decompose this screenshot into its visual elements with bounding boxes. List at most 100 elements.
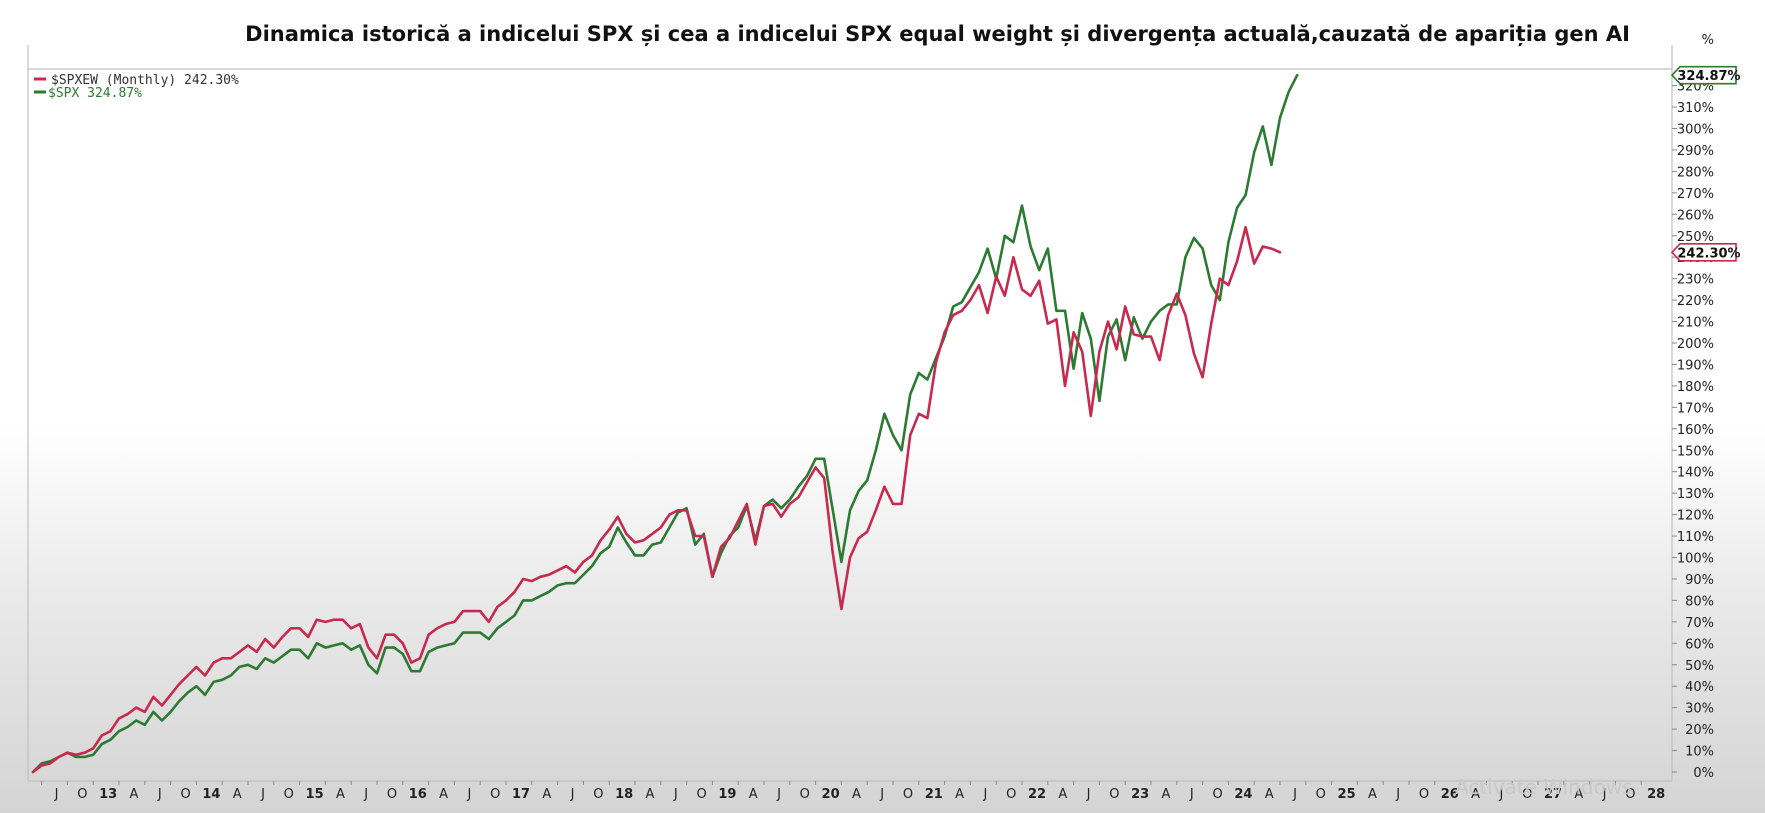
x-tick-month-label: O — [696, 787, 706, 802]
x-tick-month-label: O — [1522, 787, 1532, 802]
y-tick-label: 260% — [1677, 208, 1714, 223]
x-tick-month-label: O — [180, 787, 190, 802]
x-tick-year-label: 24 — [1234, 787, 1252, 802]
y-tick-label: 10% — [1685, 745, 1714, 760]
x-tick-month-label: J — [879, 787, 884, 802]
x-tick-month-label: O — [387, 787, 397, 802]
x-tick-month-label: O — [1316, 787, 1326, 802]
y-tick-label: 90% — [1685, 573, 1714, 588]
x-tick-month-label: J — [1189, 787, 1194, 802]
x-tick-year-label: 20 — [822, 787, 840, 802]
y-tick-label: 310% — [1677, 101, 1714, 116]
badge-label-spx: 324.87% — [1677, 69, 1740, 84]
y-tick-label: 120% — [1677, 509, 1714, 524]
x-tick-month-label: O — [284, 787, 294, 802]
y-tick-label: 180% — [1677, 380, 1714, 395]
x-tick-month-label: A — [1162, 787, 1171, 802]
series-line-spx — [31, 73, 1299, 774]
y-tick-label: 210% — [1677, 316, 1714, 331]
x-tick-year-label: 13 — [99, 787, 117, 802]
x-tick-month-label: A — [542, 787, 551, 802]
y-tick-label-partial: % — [1702, 33, 1714, 48]
x-tick-month-label: O — [1625, 787, 1635, 802]
x-tick-month-label: A — [1471, 787, 1480, 802]
y-tick-label: 200% — [1677, 337, 1714, 352]
x-tick-year-label: 17 — [512, 787, 530, 802]
y-tick-label: 230% — [1677, 273, 1714, 288]
y-tick-label: 100% — [1677, 552, 1714, 567]
badge-label-spxew: 242.30% — [1677, 246, 1740, 261]
x-tick-month-label: A — [1265, 787, 1274, 802]
y-tick-label: 220% — [1677, 294, 1714, 309]
x-tick-year-label: 16 — [409, 787, 427, 802]
y-tick-label: 40% — [1685, 680, 1714, 695]
x-tick-month-label: A — [439, 787, 448, 802]
x-tick-month-label: O — [800, 787, 810, 802]
x-tick-month-label: J — [982, 787, 987, 802]
y-tick-label: 50% — [1685, 659, 1714, 674]
y-tick-label: 0% — [1693, 766, 1714, 781]
x-tick-month-label: J — [1292, 787, 1297, 802]
x-tick-month-label: O — [1006, 787, 1016, 802]
x-tick-year-label: 28 — [1647, 787, 1665, 802]
x-tick-year-label: 26 — [1441, 787, 1459, 802]
x-tick-month-label: J — [363, 787, 368, 802]
chart-title: Dinamica istorică a indicelui SPX și cea… — [245, 22, 1630, 47]
x-tick-month-label: O — [903, 787, 913, 802]
x-tick-month-label: A — [1058, 787, 1067, 802]
badge-box-spx — [1670, 65, 1737, 85]
y-tick-label: 130% — [1677, 487, 1714, 502]
x-tick-month-label: O — [1419, 787, 1429, 802]
y-tick-label: 140% — [1677, 466, 1714, 481]
watermark-text: Activate Windows — [1455, 775, 1633, 799]
x-tick-month-label: A — [749, 787, 758, 802]
x-tick-year-label: 19 — [718, 787, 736, 802]
x-tick-month-label: O — [490, 787, 500, 802]
x-tick-year-label: 18 — [615, 787, 633, 802]
x-tick-year-label: 23 — [1131, 787, 1149, 802]
y-tick-label: 30% — [1685, 702, 1714, 717]
x-tick-month-label: O — [1212, 787, 1222, 802]
x-tick-month-label: A — [1574, 787, 1583, 802]
x-tick-month-label: A — [336, 787, 345, 802]
y-tick-label: 290% — [1677, 144, 1714, 159]
x-tick-month-label: J — [1602, 787, 1607, 802]
x-tick-month-label: O — [77, 787, 87, 802]
x-tick-year-label: 15 — [306, 787, 324, 802]
y-tick-label: 190% — [1677, 358, 1714, 373]
x-tick-month-label: J — [1395, 787, 1400, 802]
legend-label-spxew: $SPXEW (Monthly) 242.30% — [51, 73, 239, 88]
x-tick-month-label: A — [955, 787, 964, 802]
x-tick-month-label: A — [852, 787, 861, 802]
x-tick-year-label: 27 — [1544, 787, 1562, 802]
x-tick-year-label: 21 — [925, 787, 943, 802]
y-tick-label: 270% — [1677, 187, 1714, 202]
y-tick-label: 60% — [1685, 637, 1714, 652]
y-tick-label: 280% — [1677, 165, 1714, 180]
y-tick-label: 80% — [1685, 594, 1714, 609]
y-tick-label: 110% — [1677, 530, 1714, 545]
x-tick-month-label: A — [646, 787, 655, 802]
x-tick-month-label: J — [466, 787, 471, 802]
x-axis: J O 13 A J O 14 A J O 15 A J O 16 A J O 17 A J O 18 A J O 19 A J O 20 A… — [41, 781, 1665, 802]
y-tick-label: 250% — [1677, 230, 1714, 245]
x-tick-month-label: A — [130, 787, 139, 802]
y-tick-label: 150% — [1677, 444, 1714, 459]
y-tick-label: 20% — [1685, 723, 1714, 738]
series-line-spxew — [31, 225, 1282, 774]
x-tick-month-label: J — [1086, 787, 1091, 802]
y-tick-label: 70% — [1685, 616, 1714, 631]
x-tick-year-label: 25 — [1338, 787, 1356, 802]
x-tick-month-label: J — [570, 787, 575, 802]
x-tick-month-label: J — [776, 787, 781, 802]
y-tick-label: 300% — [1677, 123, 1714, 138]
x-tick-month-label: O — [593, 787, 603, 802]
x-tick-month-label: J — [54, 787, 59, 802]
y-tick-label: 160% — [1677, 423, 1714, 438]
x-tick-month-label: J — [260, 787, 265, 802]
x-tick-year-label: 22 — [1028, 787, 1046, 802]
legend: $SPXEW (Monthly) 242.30% $SPX 324.87% — [34, 73, 239, 101]
x-tick-month-label: J — [157, 787, 162, 802]
x-tick-month-label: O — [1109, 787, 1119, 802]
